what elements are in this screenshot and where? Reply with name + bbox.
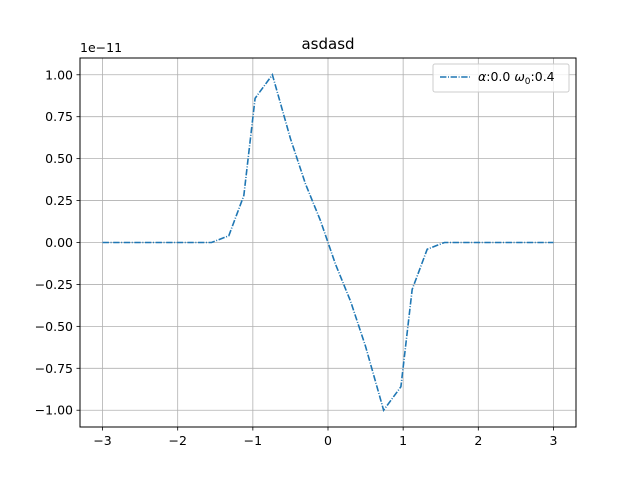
- y-axis: −1.00 −0.75 −0.50 −0.25 0.00 0.25 0.50 0.75 1.00: [35, 67, 80, 418]
- x-tick-label: −1: [244, 433, 262, 448]
- legend-omega-symbol: ω: [514, 69, 524, 84]
- x-tick-label: 2: [474, 433, 482, 448]
- y-tick-label: −0.25: [35, 277, 73, 292]
- x-tick-label: 0: [324, 433, 332, 448]
- y-tick-label: −1.00: [35, 403, 73, 418]
- y-tick-label: −0.75: [35, 361, 73, 376]
- y-tick-label: 0.50: [45, 151, 73, 166]
- legend-omega-value: :0.4: [531, 69, 555, 84]
- series-layer: [102, 72, 554, 413]
- legend-alpha-symbol: α: [478, 69, 487, 84]
- y-tick-label: 0.75: [45, 109, 73, 124]
- x-tick-label: −3: [93, 433, 111, 448]
- legend-alpha-value: :0.0: [486, 69, 514, 84]
- legend-label: α:0.0 ω0:0.4: [478, 69, 555, 87]
- legend: α:0.0 ω0:0.4: [432, 63, 570, 93]
- x-tick-label: 3: [549, 433, 557, 448]
- y-tick-label: 1.00: [45, 67, 73, 82]
- chart-title: asdasd: [301, 35, 354, 53]
- x-axis: −3 −2 −1 0 1 2 3: [93, 427, 557, 448]
- y-tick-label: 0.00: [45, 235, 73, 250]
- x-tick-label: −2: [168, 433, 186, 448]
- x-tick-label: 1: [399, 433, 407, 448]
- y-tick-label: −0.50: [35, 319, 73, 334]
- series-line: [102, 72, 554, 413]
- y-offset-label: 1e−11: [80, 40, 122, 55]
- y-tick-label: 0.25: [45, 193, 73, 208]
- legend-box: [432, 63, 570, 93]
- legend-omega-subscript: 0: [525, 77, 531, 87]
